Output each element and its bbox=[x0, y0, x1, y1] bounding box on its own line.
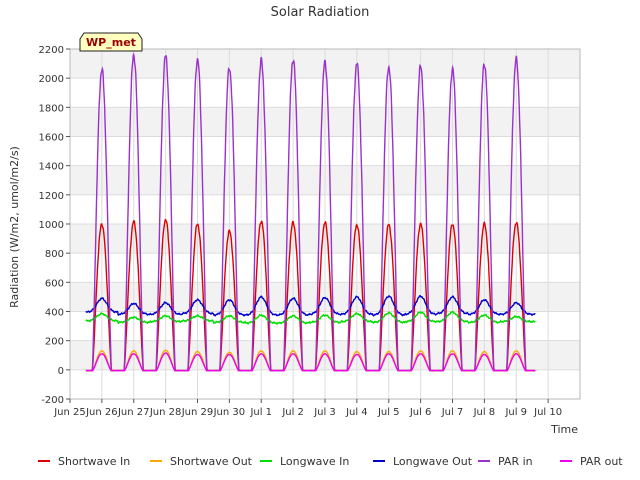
x-tick-label: Jul 10 bbox=[533, 407, 562, 418]
chart-title: Solar Radiation bbox=[271, 5, 370, 20]
y-tick-label: 2000 bbox=[39, 74, 64, 85]
x-tick-label: Jul 1 bbox=[249, 407, 272, 418]
legend: Shortwave In Shortwave Out Longwave In Long… bbox=[38, 455, 623, 468]
y-tick-label: 600 bbox=[45, 278, 64, 289]
x-tick-label: Jul 3 bbox=[313, 407, 336, 418]
y-tick-label: 0 bbox=[58, 366, 64, 377]
series-lines bbox=[85, 52, 536, 372]
y-tick-label: 1600 bbox=[39, 133, 64, 144]
x-tick-label: Jun 25 bbox=[53, 407, 86, 418]
station-badge-label: WP_met bbox=[86, 36, 136, 49]
legend-label-longwave-in: Longwave In bbox=[280, 455, 349, 468]
series-line-par-out bbox=[85, 352, 536, 372]
legend-label-shortwave-in: Shortwave In bbox=[58, 455, 130, 468]
y-tick-label: 1800 bbox=[39, 103, 64, 114]
y-tick-label: 800 bbox=[45, 249, 64, 260]
legend-label-par-in: PAR in bbox=[498, 455, 533, 468]
x-axis-label: Time bbox=[550, 423, 578, 436]
x-tick-label: Jul 5 bbox=[377, 407, 400, 418]
x-tick-label: Jun 27 bbox=[117, 407, 150, 418]
y-axis: -200 0 200 400 600 800 1000 1200 1400 1600 1800 200… bbox=[39, 45, 70, 406]
y-axis-label: Radiation (W/m2, umol/m2/s) bbox=[8, 146, 21, 308]
x-tick-label: Jul 9 bbox=[504, 407, 527, 418]
x-tick-label: Jul 6 bbox=[409, 407, 432, 418]
x-tick-label: Jul 2 bbox=[281, 407, 304, 418]
legend-label-shortwave-out: Shortwave Out bbox=[170, 455, 253, 468]
x-axis: Jun 25 Jun 26 Jun 27 Jun 28 Jun 29 Jun 30 Jul … bbox=[53, 399, 562, 418]
y-tick-label: 200 bbox=[45, 337, 64, 348]
y-tick-label: 1200 bbox=[39, 191, 64, 202]
legend-label-par-out: PAR out bbox=[580, 455, 623, 468]
station-badge: WP_met bbox=[79, 32, 143, 52]
x-tick-label: Jun 26 bbox=[85, 407, 118, 418]
y-tick-label: 1000 bbox=[39, 220, 64, 231]
x-tick-label: Jul 7 bbox=[441, 407, 464, 418]
legend-label-longwave-out: Longwave Out bbox=[393, 455, 473, 468]
y-tick-label: 400 bbox=[45, 308, 64, 319]
x-tick-label: Jun 30 bbox=[213, 407, 246, 418]
x-tick-label: Jun 28 bbox=[149, 407, 182, 418]
y-tick-label: 1400 bbox=[39, 162, 64, 173]
x-tick-label: Jul 4 bbox=[345, 407, 368, 418]
y-tick-label: -200 bbox=[41, 395, 64, 406]
x-tick-label: Jul 8 bbox=[473, 407, 496, 418]
y-tick-label: 2200 bbox=[39, 45, 64, 56]
x-tick-label: Jun 29 bbox=[181, 407, 214, 418]
station-badge-box bbox=[79, 32, 143, 52]
